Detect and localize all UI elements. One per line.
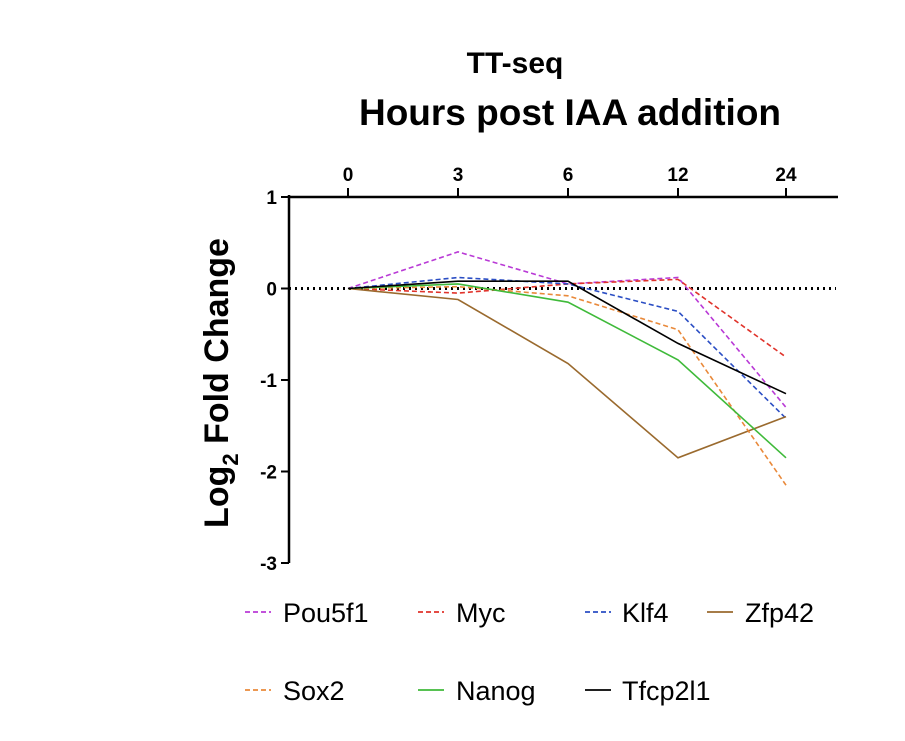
chart-title: TT-seq <box>467 47 564 80</box>
x-axis-ticks: 0 3 6 12 24 <box>343 165 797 197</box>
series-klf4-line <box>347 276 787 419</box>
series-nanog-line <box>347 283 787 459</box>
legend-label-zfp42: Zfp42 <box>745 598 814 628</box>
x-tick-label: 6 <box>563 165 574 186</box>
legend-label-sox2: Sox2 <box>283 676 345 706</box>
y-axis-label-rest: Fold Change <box>198 238 236 453</box>
y-tick-label: 0 <box>266 280 277 301</box>
x-tick-label: 3 <box>453 165 464 186</box>
legend-label-myc: Myc <box>456 598 506 628</box>
y-axis-label-main: Log <box>198 466 236 528</box>
x-tick-label: 12 <box>667 165 688 186</box>
y-axis-label: Log2 Fold Change <box>198 238 243 528</box>
y-tick-label: 1 <box>266 188 277 209</box>
y-axis-label-subscript: 2 <box>218 453 243 465</box>
x-axis-title: Hours post IAA addition <box>359 92 781 133</box>
y-tick-label: -3 <box>260 554 277 575</box>
x-tick-label: 24 <box>775 165 797 186</box>
y-axis-ticks: 1 0 -1 -2 -3 <box>260 188 289 575</box>
y-tick-label: -1 <box>260 371 277 392</box>
legend-label-nanog: Nanog <box>456 676 536 706</box>
y-tick-label: -2 <box>260 463 277 484</box>
series-lines <box>347 251 787 486</box>
series-pou5f1-line <box>347 251 787 408</box>
legend: Pou5f1 Myc Klf4 Zfp42 Sox2 Nanog Tfcp2l1 <box>245 598 814 706</box>
series-zfp42-line <box>347 287 787 459</box>
legend-label-klf4: Klf4 <box>622 598 669 628</box>
legend-label-tfcp2l1: Tfcp2l1 <box>622 676 711 706</box>
legend-label-pou5f1: Pou5f1 <box>283 598 369 628</box>
series-sox2-line <box>347 285 787 486</box>
series-myc-line <box>347 278 787 358</box>
x-tick-label: 0 <box>343 165 354 186</box>
series-tfcp2l1-line <box>347 280 787 395</box>
